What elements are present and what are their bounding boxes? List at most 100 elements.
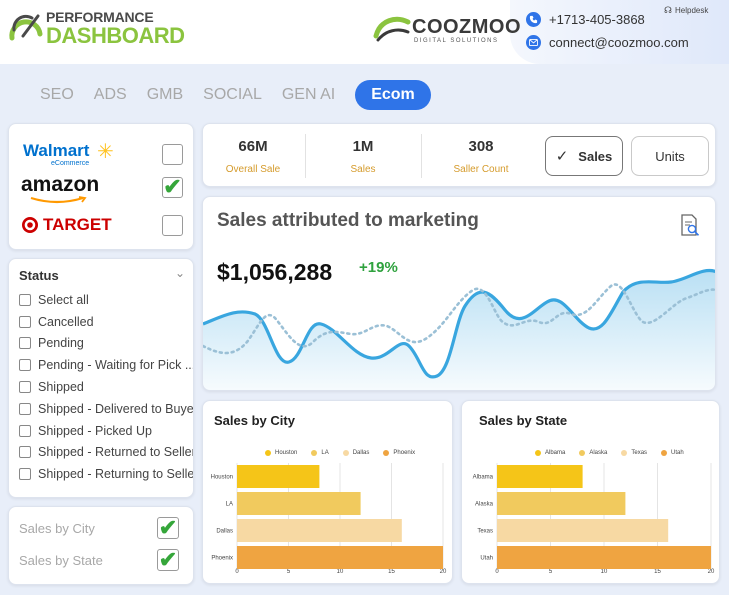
- kpi-value: 1M: [352, 138, 374, 155]
- sales-toggle-button[interactable]: ✓ Sales: [545, 136, 623, 176]
- tab-gmb[interactable]: GMB: [146, 86, 184, 103]
- legend-label: Houston: [275, 450, 298, 456]
- x-tick-label: 5: [287, 569, 291, 575]
- chevron-down-icon[interactable]: ⌄: [174, 266, 185, 280]
- stores-filter-card: Walmart ✳ eCommerce amazon ✔ TARGET: [8, 123, 194, 250]
- units-toggle-button[interactable]: Units: [631, 136, 709, 176]
- check-icon: ✔: [163, 174, 182, 199]
- legend-item: Alaska: [579, 450, 607, 456]
- chart-title: Sales by City: [214, 413, 295, 428]
- x-tick-label: 20: [440, 569, 447, 575]
- amazon-checkbox[interactable]: ✔: [162, 174, 183, 199]
- kpi-value: 308: [468, 138, 494, 155]
- phone-contact[interactable]: +1713-405-3868: [526, 12, 645, 27]
- tab-social[interactable]: SOCIAL: [203, 86, 262, 103]
- status-option[interactable]: Cancelled: [19, 311, 193, 333]
- chart-legend: Houston LA Dallas Phoenix: [265, 450, 429, 456]
- store-row-target: TARGET: [21, 210, 183, 240]
- tab-ecom[interactable]: Ecom: [355, 80, 431, 110]
- legend-dot: [311, 450, 318, 456]
- bar[interactable]: [237, 492, 361, 515]
- status-option[interactable]: Shipped - Returned to Seller: [19, 442, 193, 464]
- legend-dot: [383, 450, 390, 456]
- walmart-logo: Walmart ✳ eCommerce: [21, 139, 131, 169]
- legend-dot: [661, 450, 668, 456]
- status-title: Status: [19, 268, 59, 283]
- target-logo: TARGET: [21, 210, 131, 240]
- legend-dot: [579, 450, 586, 456]
- legend-dot: [535, 450, 541, 456]
- status-option-label: Pending - Waiting for Pick ...: [38, 358, 193, 373]
- email-contact[interactable]: connect@coozmoo.com: [526, 35, 689, 50]
- gauge-logo-icon: [9, 14, 43, 41]
- phone-number: +1713-405-3868: [549, 12, 645, 27]
- legend-label: Utah: [671, 450, 684, 456]
- bar[interactable]: [497, 519, 669, 542]
- status-checkbox[interactable]: [19, 293, 31, 306]
- tab-ads[interactable]: ADS: [93, 86, 127, 103]
- marketing-value: $1,056,288: [217, 259, 333, 285]
- marketing-trend-chart: [203, 269, 715, 390]
- status-checkbox[interactable]: [19, 424, 31, 437]
- status-checkbox[interactable]: [19, 315, 31, 328]
- legend-label: Albama: [545, 450, 566, 456]
- bar[interactable]: [497, 492, 626, 515]
- status-option[interactable]: Shipped - Delivered to Buyer: [19, 398, 193, 420]
- status-checkbox[interactable]: [19, 468, 31, 481]
- legend-label: Dallas: [352, 450, 370, 456]
- bar[interactable]: [237, 465, 320, 488]
- kpi-divider: [305, 134, 306, 178]
- status-checkbox[interactable]: [19, 337, 31, 350]
- brand-name: COOZMOO: [412, 16, 522, 38]
- kpi-seller-count: 308 Saller Count: [423, 124, 539, 186]
- legend-dot: [265, 450, 271, 456]
- legend-item: Texas: [621, 450, 647, 456]
- store-row-walmart: Walmart ✳ eCommerce: [21, 139, 183, 169]
- status-checkbox[interactable]: [19, 359, 31, 372]
- bar[interactable]: [237, 546, 443, 569]
- status-checkbox[interactable]: [19, 402, 31, 415]
- legend-item: Dallas: [342, 450, 370, 456]
- toggle-sales-by-state[interactable]: Sales by State ✔: [19, 549, 179, 571]
- status-option[interactable]: Pending - Waiting for Pick ...: [19, 354, 193, 376]
- sales-by-city-chart: 0 5 10 15 20 Houston LA Dallas Phoenix: [211, 463, 447, 575]
- status-option[interactable]: Shipped - Picked Up: [19, 420, 193, 442]
- state-chart-checkbox[interactable]: ✔: [157, 549, 179, 571]
- kpi-label: Sales: [350, 164, 376, 175]
- city-chart-checkbox[interactable]: ✔: [157, 517, 179, 539]
- tab-gen-ai[interactable]: GEN AI: [281, 86, 336, 103]
- status-option[interactable]: Shipped: [19, 376, 193, 398]
- report-search-icon[interactable]: [679, 214, 701, 238]
- x-tick-label: 0: [495, 569, 499, 575]
- y-tick-label: Texas: [477, 529, 493, 535]
- y-tick-label: LA: [226, 502, 233, 508]
- bar[interactable]: [497, 546, 711, 569]
- legend-label: Alaska: [589, 450, 608, 456]
- units-button-label: Units: [655, 148, 685, 164]
- status-option[interactable]: Select all: [19, 289, 193, 311]
- status-option-label: Shipped - Returned to Seller: [38, 445, 193, 460]
- tab-seo[interactable]: SEO: [40, 86, 74, 103]
- status-option[interactable]: Pending: [19, 333, 193, 355]
- legend-label: Phoenix: [393, 450, 416, 456]
- toggle-sales-by-city[interactable]: Sales by City ✔: [19, 517, 179, 539]
- bar[interactable]: [237, 519, 402, 542]
- kpi-overall-sale: 66M Overall Sale: [203, 124, 303, 186]
- status-checkbox[interactable]: [19, 446, 31, 459]
- x-tick-label: 10: [601, 569, 608, 575]
- chart-toggle-card: Sales by City ✔ Sales by State ✔: [8, 506, 194, 585]
- bar[interactable]: [497, 465, 583, 488]
- status-checkbox[interactable]: [19, 381, 31, 394]
- target-checkbox[interactable]: [162, 214, 183, 236]
- check-icon: ✔: [158, 547, 178, 572]
- legend-item: LA: [311, 450, 329, 456]
- helpdesk-link[interactable]: ☊ Helpdesk: [664, 5, 708, 16]
- y-tick-label: Houston: [211, 475, 233, 481]
- legend-item: Houston: [265, 450, 297, 456]
- status-option-label: Shipped - Returning to Seller: [38, 467, 193, 482]
- legend-label: LA: [321, 450, 329, 456]
- legend-item: Phoenix: [383, 450, 415, 456]
- status-option[interactable]: Shipped - Returning to Seller: [19, 463, 193, 485]
- walmart-checkbox[interactable]: [162, 143, 183, 165]
- y-tick-label: Utah: [480, 556, 493, 562]
